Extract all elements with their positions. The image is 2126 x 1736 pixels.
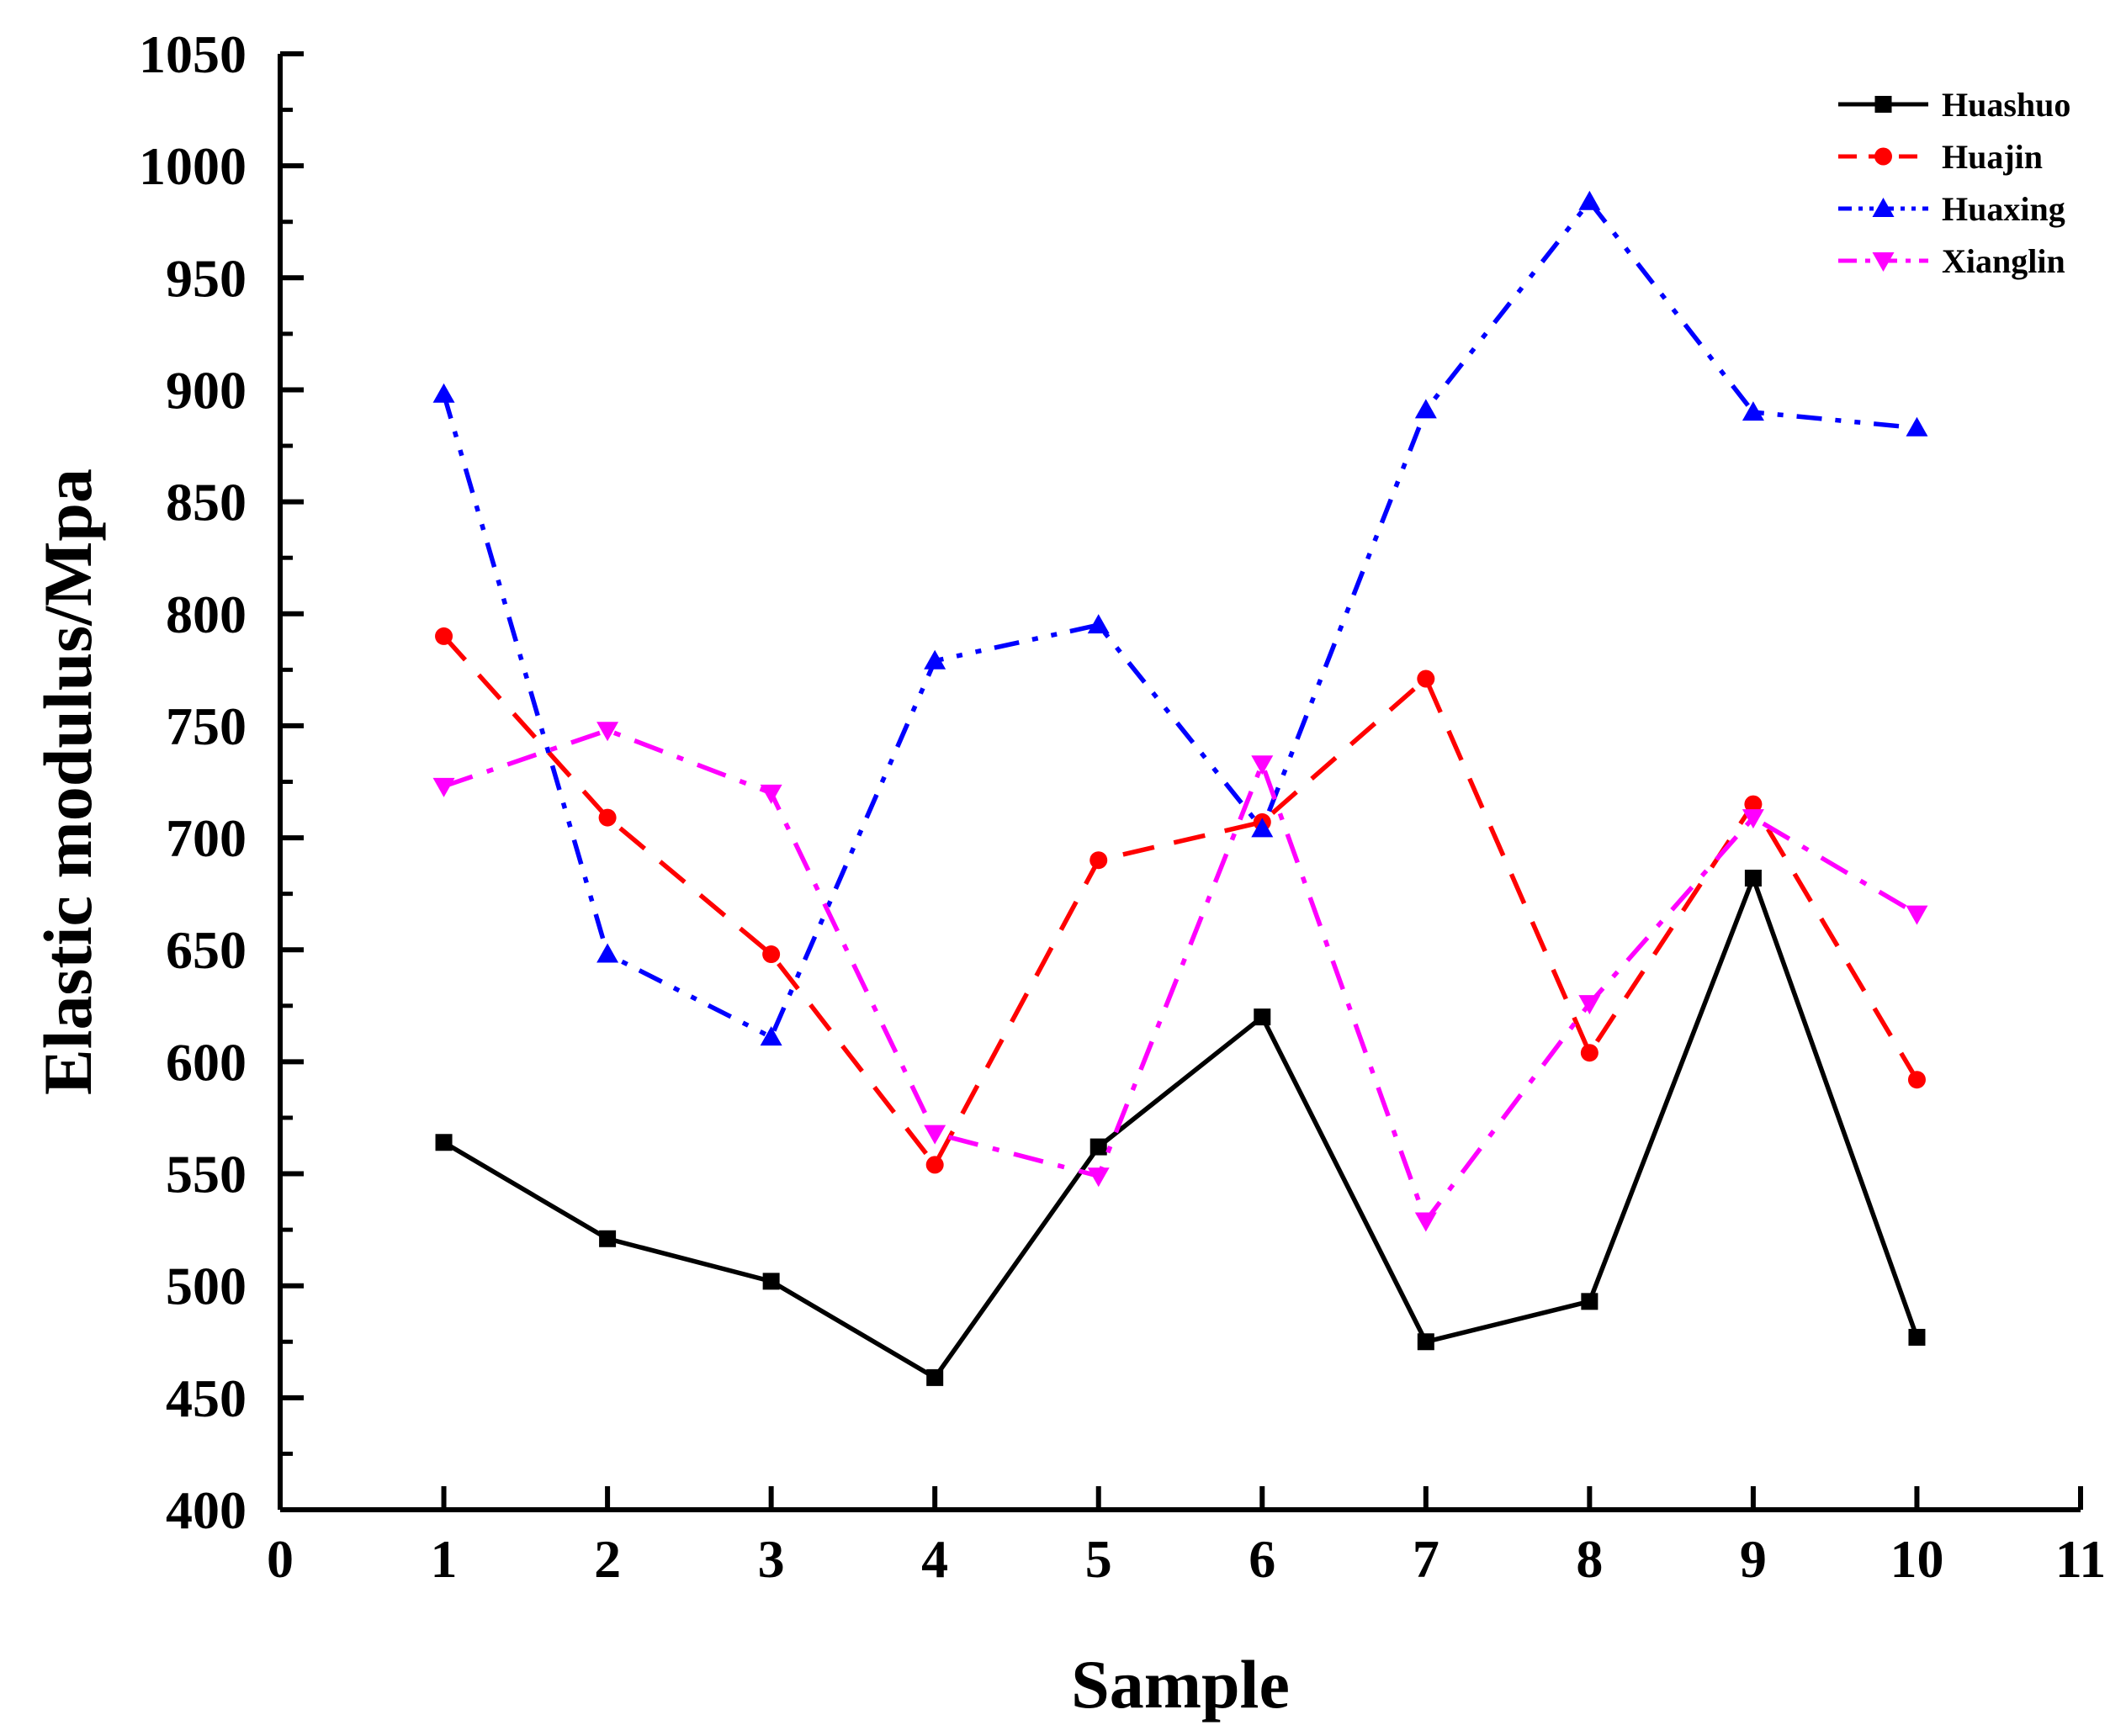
data-point-xianglin — [432, 777, 455, 797]
x-tick-label: 5 — [1085, 1529, 1112, 1589]
y-tick-label: 450 — [166, 1368, 247, 1428]
data-point-huajin — [1417, 670, 1435, 688]
series-huaxing — [432, 190, 1928, 1046]
data-point-xianglin — [596, 722, 619, 742]
series-line-huajin — [442, 634, 1919, 1167]
legend-marker-huaxing — [1872, 198, 1895, 217]
y-tick-label: 1050 — [139, 24, 247, 84]
data-point-huaxing — [596, 943, 619, 963]
data-point-huaxing — [924, 649, 946, 670]
data-point-huashuo — [762, 1273, 780, 1290]
data-point-huaxing — [1251, 818, 1274, 838]
legend: Huashuo Huajin Huaxing Xianglin — [1838, 86, 2070, 280]
data-point-xianglin — [760, 784, 782, 804]
series-line-xianglin — [443, 728, 1918, 1224]
x-tick-label: 3 — [758, 1529, 785, 1589]
series-xianglin — [432, 722, 1928, 1232]
legend-marker-xianglin — [1872, 252, 1895, 272]
legend-marker-huashuo — [1874, 96, 1892, 113]
x-tick-label: 2 — [594, 1529, 621, 1589]
y-tick-label: 850 — [166, 473, 247, 532]
y-tick-label: 900 — [166, 360, 247, 420]
data-point-huashuo — [599, 1230, 617, 1247]
legend-item-huajin: Huajin — [1838, 138, 2043, 176]
data-point-xianglin — [1578, 995, 1601, 1015]
series-line-huaxing — [441, 199, 1917, 1040]
y-tick-label: 700 — [166, 808, 247, 868]
y-tick-label: 550 — [166, 1145, 247, 1204]
data-point-huajin — [1580, 1044, 1598, 1062]
data-point-huaxing — [1742, 401, 1764, 421]
data-point-xianglin — [1251, 755, 1274, 775]
data-point-huaxing — [1087, 614, 1110, 634]
legend-item-xianglin: Xianglin — [1838, 242, 2065, 280]
legend-marker-huajin — [1874, 147, 1892, 166]
legend-label-huaxing: Huaxing — [1942, 190, 2065, 228]
x-axis-title: Sample — [1071, 1646, 1290, 1723]
data-point-xianglin — [1906, 905, 1928, 925]
legend-label-huajin: Huajin — [1942, 138, 2043, 176]
y-tick-label: 1000 — [139, 136, 247, 196]
data-point-huaxing — [760, 1026, 782, 1046]
axes: 4004505005506006507007508008509009501000… — [139, 24, 2106, 1589]
y-tick-label: 400 — [166, 1480, 247, 1540]
data-point-xianglin — [924, 1125, 946, 1145]
data-point-huashuo — [1254, 1008, 1271, 1026]
y-tick-label: 750 — [166, 696, 247, 756]
data-point-huajin — [925, 1156, 944, 1174]
x-tick-label: 1 — [431, 1529, 458, 1589]
data-point-huajin — [762, 945, 781, 964]
data-point-huaxing — [1414, 399, 1437, 419]
y-axis-title: Elastic modulus/Mpa — [29, 468, 106, 1095]
x-tick-label: 0 — [267, 1529, 294, 1589]
data-point-huashuo — [1090, 1138, 1107, 1156]
data-point-huashuo — [1417, 1333, 1434, 1351]
x-tick-label: 7 — [1413, 1529, 1439, 1589]
data-point-huashuo — [1908, 1328, 1926, 1346]
legend-label-xianglin: Xianglin — [1942, 242, 2065, 280]
data-point-xianglin — [1742, 809, 1764, 829]
data-point-xianglin — [1087, 1167, 1110, 1188]
data-point-huashuo — [926, 1368, 944, 1386]
data-point-huaxing — [1578, 190, 1601, 210]
y-tick-label: 500 — [166, 1257, 247, 1316]
data-point-huaxing — [432, 383, 455, 403]
y-tick-label: 800 — [166, 585, 247, 644]
series-huashuo — [435, 870, 1926, 1386]
legend-item-huashuo: Huashuo — [1838, 86, 2070, 124]
x-tick-label: 11 — [2055, 1529, 2106, 1589]
data-point-huajin — [1744, 795, 1763, 813]
x-tick-label: 6 — [1249, 1529, 1275, 1589]
legend-item-huaxing: Huaxing — [1838, 190, 2065, 228]
x-tick-label: 8 — [1576, 1529, 1603, 1589]
data-point-huajin — [598, 808, 617, 827]
y-tick-label: 950 — [166, 248, 247, 308]
x-tick-label: 9 — [1740, 1529, 1767, 1589]
data-point-huajin — [1090, 851, 1108, 870]
y-tick-label: 600 — [166, 1032, 247, 1092]
data-point-huashuo — [435, 1134, 453, 1151]
data-point-huajin — [435, 627, 453, 645]
x-tick-label: 4 — [921, 1529, 948, 1589]
series-lines — [432, 190, 1928, 1386]
data-point-huajin — [1907, 1071, 1926, 1089]
data-point-xianglin — [1414, 1212, 1437, 1232]
data-point-huaxing — [1906, 416, 1928, 437]
series-huajin — [435, 627, 1926, 1174]
data-point-huashuo — [1581, 1293, 1598, 1310]
legend-label-huashuo: Huashuo — [1942, 86, 2070, 124]
x-tick-label: 10 — [1890, 1529, 1943, 1589]
series-line-huashuo — [443, 876, 1920, 1380]
y-tick-label: 650 — [166, 920, 247, 980]
data-point-huashuo — [1744, 870, 1762, 887]
